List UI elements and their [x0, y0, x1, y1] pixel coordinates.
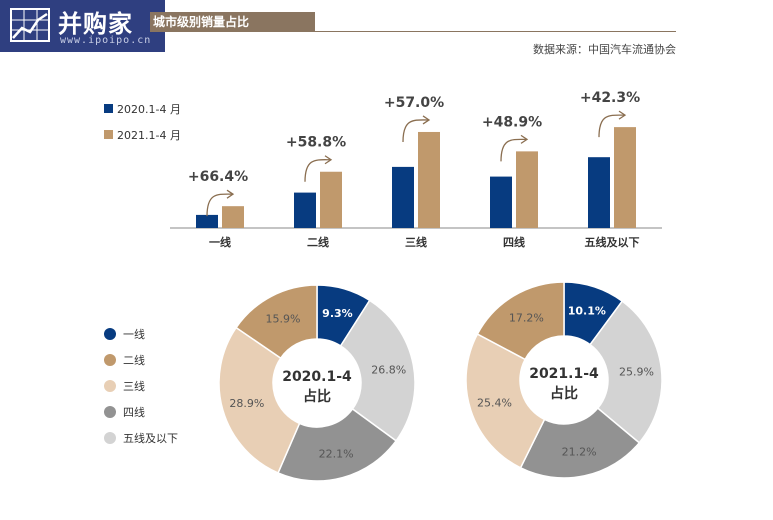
pie-legend-swatch: [104, 354, 116, 366]
slice-label: 28.9%: [229, 397, 264, 410]
category-label: 五线及以下: [585, 235, 640, 249]
bar-2021: [320, 171, 342, 228]
pie-legend-label: 二线: [123, 353, 145, 367]
growth-arrow: [598, 114, 625, 138]
donut-slice: [465, 333, 546, 469]
donut-center-title: 2021.1-4: [529, 366, 599, 382]
donut-slice: [476, 281, 565, 361]
slice-label: 22.1%: [319, 447, 354, 460]
arrow-head: [422, 115, 431, 125]
legend-label: 2020.1-4 月: [117, 103, 181, 116]
chart-logo-icon: [10, 8, 50, 42]
bar-2020: [196, 214, 218, 228]
growth-arrow: [500, 138, 527, 162]
pie-legend-label: 五线及以下: [123, 431, 178, 445]
growth-arrow: [304, 159, 331, 182]
page-title: 城市级别销量占比: [153, 15, 250, 29]
arrow-head: [520, 134, 529, 144]
slice-label: 25.4%: [477, 396, 512, 409]
legend-label: 2021.1-4 月: [117, 129, 181, 142]
pie-legend-label: 一线: [123, 327, 145, 341]
pie-legend-label: 四线: [123, 405, 145, 419]
bar-2021: [222, 206, 244, 228]
title-bar: [150, 12, 315, 32]
category-label: 三线: [405, 235, 427, 249]
category-label: 四线: [503, 235, 525, 249]
data-source: 数据来源：中国汽车流通协会: [533, 43, 676, 56]
category-label: 一线: [209, 235, 231, 249]
slice-label: 9.3%: [322, 307, 353, 320]
donut-slice: [519, 407, 641, 479]
slice-label: 26.8%: [371, 363, 406, 376]
donut-slice: [218, 326, 301, 474]
slice-label: 10.1%: [568, 305, 606, 318]
growth-label: +48.9%: [482, 114, 542, 130]
donut-slice: [235, 284, 318, 360]
donut-center-subtitle: 占比: [550, 385, 578, 402]
growth-arrow: [402, 119, 429, 142]
category-label: 二线: [307, 235, 329, 249]
growth-label: +58.8%: [286, 135, 346, 151]
slice-label: 17.2%: [509, 311, 544, 324]
growth-label: +57.0%: [384, 95, 444, 111]
bar-2021: [516, 151, 538, 228]
arrow-head: [226, 189, 235, 199]
donut-center-title: 2020.1-4: [282, 369, 352, 385]
bar-2020: [294, 192, 316, 228]
arrow-head: [618, 110, 627, 120]
donut-slice: [589, 300, 663, 444]
logo-text: 并购家: [58, 10, 133, 38]
slice-label: 15.9%: [265, 312, 300, 325]
pie-legend-swatch: [104, 406, 116, 418]
donut-slice: [277, 407, 398, 482]
bar-2021: [418, 131, 440, 228]
bar-2020: [490, 176, 512, 228]
logo-url: www.ipoipo.cn: [60, 35, 152, 46]
legend-swatch: [104, 104, 113, 113]
pie-legend-swatch: [104, 380, 116, 392]
bar-2021: [614, 127, 636, 228]
pie-legend-swatch: [104, 328, 116, 340]
donut-slice: [339, 299, 416, 442]
growth-arrow: [206, 193, 233, 217]
slice-label: 21.2%: [562, 445, 597, 458]
title-rule: [315, 31, 676, 32]
pie-legend-label: 三线: [123, 379, 145, 393]
donut-center-subtitle: 占比: [303, 388, 331, 405]
bar-2020: [588, 157, 610, 228]
growth-label: +42.3%: [580, 90, 640, 106]
slice-label: 25.9%: [619, 365, 654, 378]
logo: 并购家 www.ipoipo.cn: [0, 0, 165, 52]
arrow-head: [324, 155, 333, 165]
growth-label: +66.4%: [188, 169, 248, 185]
pie-legend-swatch: [104, 432, 116, 444]
bar-2020: [392, 166, 414, 228]
legend-swatch: [104, 130, 113, 139]
